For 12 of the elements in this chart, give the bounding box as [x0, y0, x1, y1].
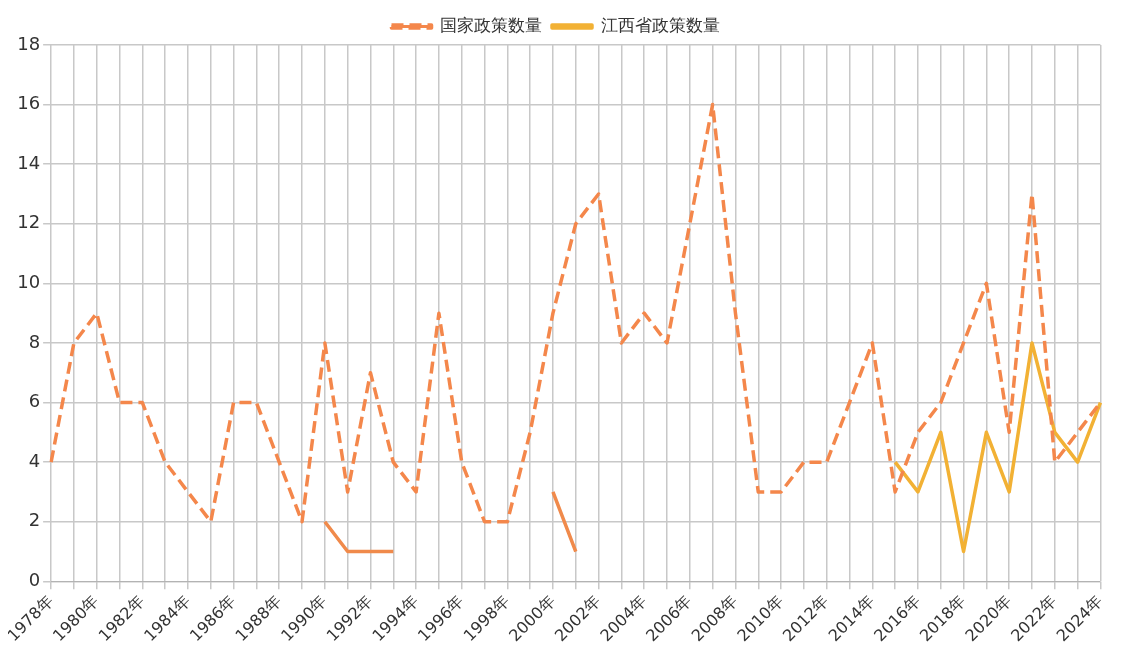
legend-label: 江西省政策数量: [600, 14, 720, 35]
y-tick-label: 18: [17, 32, 41, 54]
y-tick-label: 16: [17, 92, 41, 114]
y-tick-label: 0: [28, 568, 41, 590]
y-tick-label: 10: [17, 271, 41, 293]
y-tick-label: 12: [17, 211, 41, 233]
legend-label: 国家政策数量: [440, 14, 542, 35]
y-tick-label: 8: [28, 330, 41, 352]
y-tick-label: 2: [28, 509, 41, 531]
y-tick-label: 14: [17, 151, 41, 173]
y-tick-label: 6: [28, 390, 41, 412]
y-tick-label: 4: [28, 449, 41, 471]
